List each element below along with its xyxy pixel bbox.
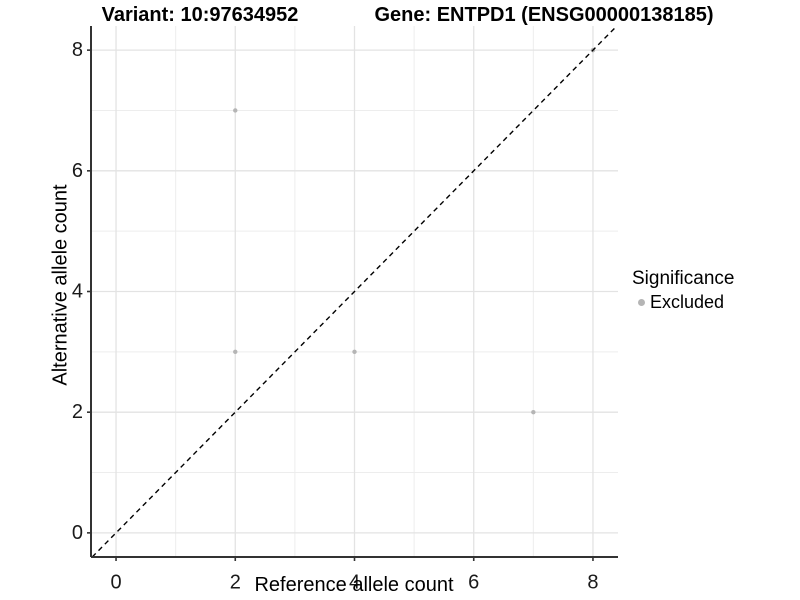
y-tick-label: 8 <box>72 39 83 61</box>
x-axis-title: Reference allele count <box>254 574 454 596</box>
y-tick-label: 6 <box>72 160 83 182</box>
y-tick-label: 0 <box>72 522 83 544</box>
data-point <box>233 349 238 355</box>
data-point <box>352 349 357 355</box>
legend-title: Significance <box>632 268 735 289</box>
data-point <box>531 409 536 415</box>
data-point <box>233 108 238 113</box>
legend: Significance Excluded <box>632 267 734 312</box>
plot-title-variant: Variant: 10:97634952 <box>101 4 299 26</box>
legend-item-excluded: Excluded <box>632 292 734 312</box>
y-axis-title: Alternative allele count <box>49 184 72 386</box>
legend-item-label: Excluded <box>650 291 725 312</box>
x-tick-label: 0 <box>110 572 121 594</box>
plot-title-gene: Gene: ENTPD1 (ENSG00000138185) <box>374 4 714 26</box>
excluded-point-swatch-icon <box>638 298 645 306</box>
x-tick-label: 2 <box>230 572 241 594</box>
x-tick-label: 6 <box>468 572 479 594</box>
x-tick-label: 8 <box>587 572 598 594</box>
y-tick-label: 4 <box>72 281 83 303</box>
y-tick-label: 2 <box>72 401 83 423</box>
x-tick-label: 4 <box>349 572 360 594</box>
identity-line <box>91 25 618 558</box>
